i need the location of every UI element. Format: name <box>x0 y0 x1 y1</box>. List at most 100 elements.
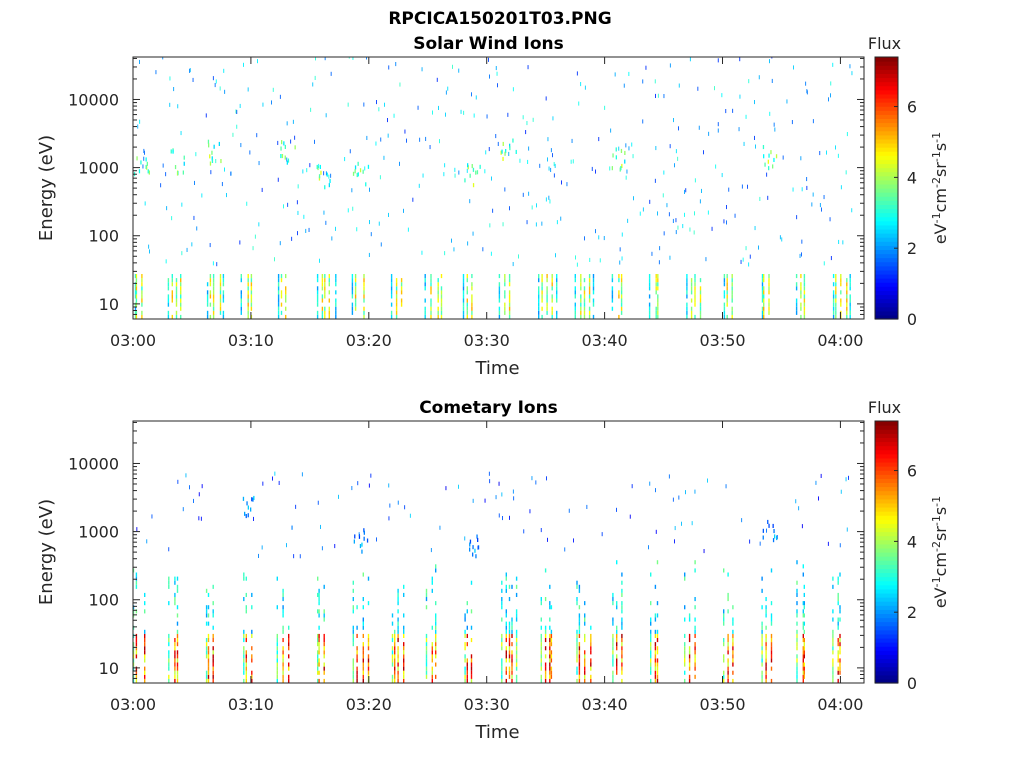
heatmap-cell <box>362 605 364 610</box>
heatmap-cell <box>727 638 729 643</box>
heatmap-cell <box>247 310 249 315</box>
heatmap-cell <box>723 613 725 618</box>
heatmap-cell <box>732 108 734 113</box>
heatmap-cell <box>469 539 472 544</box>
heatmap-cell <box>508 658 511 663</box>
heatmap-cell <box>544 674 547 679</box>
colorbar-step <box>875 163 898 169</box>
heatmap-cell <box>167 294 170 299</box>
heatmap-cell <box>837 153 839 158</box>
heatmap-cell <box>212 638 214 643</box>
heatmap-cell <box>650 621 652 626</box>
heatmap-cell <box>397 650 399 655</box>
heatmap-cell <box>767 195 769 200</box>
heatmap-cell <box>508 298 511 303</box>
heatmap-cell <box>686 294 688 299</box>
heatmap-cell <box>845 170 847 175</box>
heatmap-cell <box>276 654 278 659</box>
heatmap-cell <box>590 678 592 683</box>
heatmap-cell <box>219 274 222 279</box>
heatmap-cell <box>134 274 137 279</box>
heatmap-cell <box>324 57 326 61</box>
heatmap-cell <box>578 650 581 655</box>
heatmap-cell <box>167 314 170 319</box>
heatmap-cell <box>257 59 258 64</box>
heatmap-cell <box>277 140 279 145</box>
heatmap-cell <box>540 658 542 663</box>
heatmap-cell <box>654 79 656 84</box>
heatmap-cell <box>471 306 473 311</box>
heatmap-cell <box>368 252 370 257</box>
heatmap-cell <box>425 633 428 638</box>
heatmap-cell <box>708 131 710 136</box>
heatmap-cell <box>207 633 210 638</box>
heatmap-cell <box>209 154 211 159</box>
heatmap-cell <box>324 290 326 295</box>
heatmap-cell <box>621 650 623 655</box>
heatmap-cell <box>628 71 630 76</box>
colorbar-step <box>875 527 898 533</box>
heatmap-cell <box>501 580 503 585</box>
heatmap-cell <box>460 109 462 114</box>
heatmap-cell <box>620 290 623 295</box>
heatmap-cell <box>397 500 399 505</box>
heatmap-cell <box>549 646 551 651</box>
heatmap-cell <box>761 274 764 279</box>
heatmap-cell <box>574 294 576 299</box>
heatmap-cell <box>732 650 734 655</box>
heatmap-cell <box>590 642 592 647</box>
heatmap-cell <box>205 642 208 647</box>
heatmap-cell <box>576 597 578 602</box>
heatmap-cell <box>362 625 364 630</box>
heatmap-cell <box>508 646 511 651</box>
heatmap-cell <box>835 145 836 150</box>
colorbar-step <box>875 535 898 541</box>
heatmap-cell <box>761 576 763 581</box>
heatmap-cell <box>556 282 558 287</box>
heatmap-cell <box>846 286 848 291</box>
heatmap-cell <box>621 592 623 597</box>
heatmap-cell <box>849 278 851 283</box>
heatmap-cell <box>316 290 319 295</box>
heatmap-cell <box>168 580 170 585</box>
heatmap-cell <box>663 94 665 99</box>
heatmap-cell <box>435 564 437 569</box>
heatmap-cell <box>803 278 806 283</box>
heatmap-cell <box>172 149 174 154</box>
heatmap-cell <box>317 500 319 505</box>
heatmap-cell <box>471 310 473 315</box>
heatmap-cell <box>354 298 357 303</box>
heatmap-cell <box>576 580 578 585</box>
heatmap-cell <box>424 306 426 311</box>
heatmap-cell <box>135 310 138 315</box>
heatmap-cell <box>247 282 249 287</box>
colorbar-step <box>875 621 898 627</box>
heatmap-cell <box>688 678 691 683</box>
heatmap-cell <box>586 504 588 509</box>
heatmap-cell <box>251 646 253 651</box>
heatmap-cell <box>297 231 298 236</box>
heatmap-cell <box>772 164 774 169</box>
heatmap-cell <box>508 274 511 279</box>
heatmap-cell <box>435 638 437 643</box>
heatmap-cell <box>592 278 595 283</box>
heatmap-cell <box>726 220 727 225</box>
heatmap-cell <box>703 150 704 155</box>
heatmap-cell <box>317 666 319 671</box>
heatmap-cell <box>409 513 411 518</box>
heatmap-cell <box>523 529 525 534</box>
heatmap-cell <box>469 547 471 552</box>
heatmap-cell <box>761 294 764 299</box>
heatmap-cell <box>743 141 745 146</box>
colorbar-step <box>875 629 898 635</box>
heatmap-cell <box>352 642 354 647</box>
heatmap-cell <box>544 568 547 573</box>
heatmap-cell <box>849 274 851 279</box>
heatmap-cell <box>212 76 214 81</box>
heatmap-cell <box>616 507 617 512</box>
colorbar-step <box>875 302 898 308</box>
heatmap-cell <box>144 670 146 675</box>
heatmap-cell <box>509 143 511 148</box>
heatmap-cell <box>261 187 263 192</box>
heatmap-cell <box>800 306 802 311</box>
